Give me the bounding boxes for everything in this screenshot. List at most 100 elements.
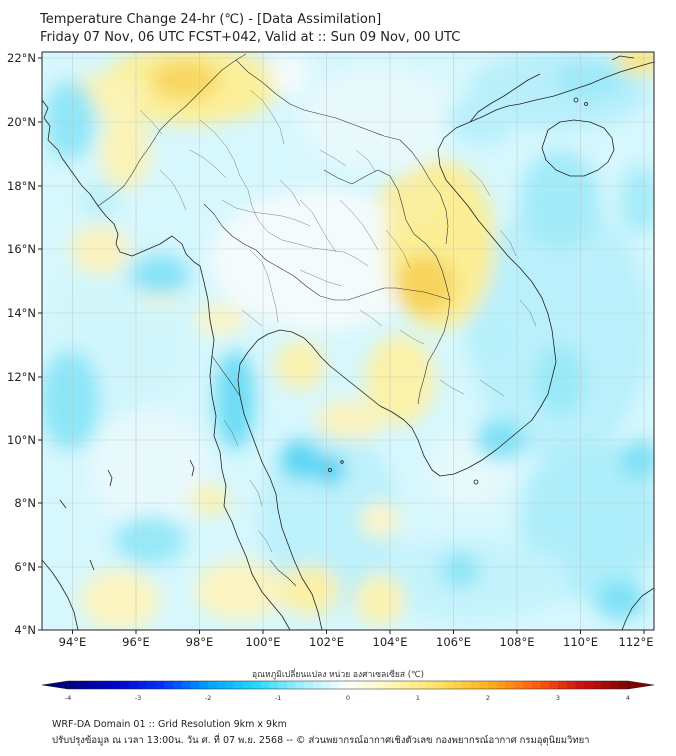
colorbar-cell [531,681,541,689]
colorbar-cell [540,681,550,689]
colorbar-cell [470,681,480,689]
colorbar-tick-label: -2 [205,694,211,702]
lat-label: 22°N [7,51,36,65]
colorbar-label: อุณหภูมิเปลี่ยนแปลง หน่วย องศาเซลเซียส (… [252,670,424,680]
lon-label: 108°E [500,635,535,649]
latitude-axis: 22°N 20°N 18°N 16°N 14°N 12°N 10°N 8°N 6… [7,51,42,637]
colorbar-cell [295,681,305,689]
longitude-axis: 94°E 96°E 98°E 100°E 102°E 104°E 106°E 1… [59,630,654,649]
lon-label: 112°E [619,635,654,649]
province-borders [139,89,537,553]
colorbar-cell [330,681,340,689]
colorbar-cell [321,681,331,689]
colorbar-cell [514,681,524,689]
lat-label: 12°N [7,370,36,384]
colorbar-cell [173,681,183,689]
lon-label: 100°E [246,635,281,649]
lon-label: 102°E [309,635,344,649]
lon-label: 106°E [436,635,471,649]
colorbar-cell [505,681,515,689]
colorbar-tick-label: -4 [65,694,71,702]
colorbar-cell [400,681,410,689]
colorbar-cell [584,681,594,689]
colorbar-cell [208,681,218,689]
colorbar-cell [164,681,174,689]
colorbar-cell [278,681,288,689]
lat-label: 18°N [7,179,36,193]
lon-label: 104°E [373,635,408,649]
colorbar-cell [348,681,358,689]
colorbar-cell [103,681,113,689]
lat-label: 20°N [7,115,36,129]
colorbar: -4 -3 -2 -1 0 1 2 3 4 [41,680,655,702]
colorbar-cell [365,681,375,689]
colorbar-cell [286,681,296,689]
colorbar-cell [304,681,314,689]
colorbar-cell [85,681,95,689]
colorbar-cell [155,681,165,689]
colorbar-cell [216,681,226,689]
colorbar-cell [488,681,498,689]
lat-label: 6°N [14,560,36,574]
colorbar-cell [120,681,130,689]
lon-label: 110°E [563,635,598,649]
lat-label: 8°N [14,496,36,510]
lon-label: 98°E [186,635,214,649]
colorbar-tick-label: 0 [346,694,350,702]
colorbar-cell [76,681,86,689]
colorbar-tick-label: 1 [416,694,420,702]
colorbar-cell [129,681,139,689]
colorbar-tick-label: -3 [135,694,141,702]
colorbar-cell [391,681,401,689]
colorbar-cell [383,681,393,689]
colorbar-cell [601,681,611,689]
colorbar-cell [496,681,506,689]
lat-label: 16°N [7,242,36,256]
colorbar-cell [461,681,471,689]
colorbar-cell [435,681,445,689]
footer-model-info: WRF-DA Domain 01 :: Grid Resolution 9km … [52,719,287,730]
colorbar-cell [225,681,235,689]
colorbar-cell [409,681,419,689]
colorbar-cell [523,681,533,689]
map-subtitle: Friday 07 Nov, 06 UTC FCST+042, Valid at… [40,30,461,45]
colorbar-tick-label: 4 [626,694,630,702]
colorbar-cell [558,681,568,689]
colorbar-cell [243,681,253,689]
colorbar-cell [94,681,104,689]
lat-label: 14°N [7,306,36,320]
colorbar-cell [146,681,156,689]
colorbar-tick-label: 2 [486,694,490,702]
colorbar-cell [269,681,279,689]
colorbar-cell [619,681,629,689]
colorbar-cell [374,681,384,689]
colorbar-cell [426,681,436,689]
map-frame [41,51,655,631]
colorbar-cell [199,681,209,689]
colorbar-tick-label: 3 [556,694,560,702]
colorbar-cell [251,681,261,689]
coastline [42,55,654,630]
colorbar-cell [575,681,585,689]
colorbar-max-arrow [627,680,655,690]
lat-label: 4°N [14,623,36,637]
colorbar-cell [234,681,244,689]
colorbar-cell [356,681,366,689]
colorbar-cell [181,681,191,689]
colorbar-cell [549,681,559,689]
colorbar-cell [444,681,454,689]
colorbar-cell [418,681,428,689]
colorbar-cell [313,681,323,689]
colorbar-cell [260,681,270,689]
colorbar-cell [566,681,576,689]
colorbar-cell [138,681,148,689]
lon-label: 96°E [122,635,150,649]
colorbar-cell [479,681,489,689]
colorbar-cell [339,681,349,689]
temperature-field [42,52,654,630]
map-title: Temperature Change 24-hr (℃) - [Data Ass… [40,12,382,27]
colorbar-cell [68,681,78,689]
colorbar-cell [453,681,463,689]
colorbar-min-arrow [41,680,69,690]
